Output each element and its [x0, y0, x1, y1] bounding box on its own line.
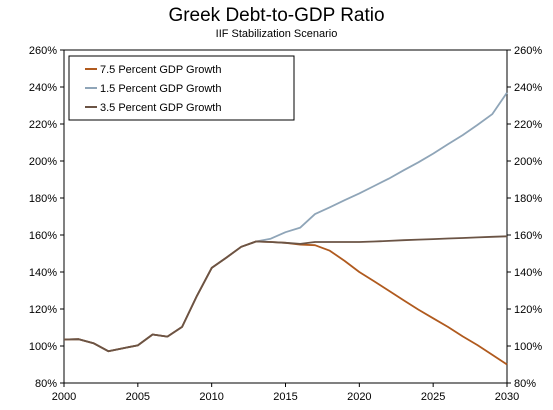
y-axis-tick-label-right: 80%	[514, 378, 536, 390]
x-axis-tick-label: 2020	[347, 391, 371, 403]
x-axis-tick-label: 2010	[199, 391, 223, 403]
y-axis-tick-label-right: 200%	[514, 156, 542, 168]
y-axis-tick-label-right: 100%	[514, 341, 542, 353]
x-axis-tick-label: 2025	[421, 391, 445, 403]
legend-box	[68, 55, 295, 121]
chart-title: Greek Debt-to-GDP Ratio	[168, 5, 385, 26]
y-axis-tick-label-right: 240%	[514, 82, 542, 94]
y-axis-tick-label-left: 220%	[29, 119, 57, 131]
y-axis-tick-label-right: 140%	[514, 267, 542, 279]
chart-axes: 80% 80% 100% 100% 120% 120% 140% 140% 160% 160% 18…	[29, 45, 542, 403]
x-axis-tick-label: 2005	[126, 391, 150, 403]
y-axis-tick-label-left: 200%	[29, 156, 57, 168]
y-axis-tick-label-right: 180%	[514, 193, 542, 205]
y-axis-tick-label-right: 120%	[514, 304, 542, 316]
y-axis-tick-label-left: 100%	[29, 341, 57, 353]
y-axis-tick-label-left: 160%	[29, 230, 57, 242]
legend-label: 1.5 Percent GDP Growth	[100, 83, 221, 95]
y-axis-tick-label-left: 240%	[29, 82, 57, 94]
y-axis-tick-label-left: 260%	[29, 45, 57, 57]
y-axis-tick-label-right: 260%	[514, 45, 542, 57]
y-axis-tick-label-left: 120%	[29, 304, 57, 316]
x-axis-tick-label: 2000	[52, 391, 76, 403]
y-axis-tick-label-left: 80%	[35, 378, 57, 390]
legend-label: 3.5 Percent GDP Growth	[100, 102, 221, 114]
series-line-1-5-percent-gdp-growth	[63, 92, 508, 353]
y-axis-tick-label-left: 180%	[29, 193, 57, 205]
series-line-3-5-percent-gdp-growth	[63, 235, 508, 353]
legend-label: 7.5 Percent GDP Growth	[100, 64, 221, 76]
y-axis-tick-label-left: 140%	[29, 267, 57, 279]
chart-subtitle: IIF Stabilization Scenario	[215, 28, 338, 40]
chart-legend: 7.5 Percent GDP Growth 1.5 Percent GDP Gr…	[68, 55, 295, 121]
chart-series	[63, 92, 508, 366]
x-axis-tick-label: 2015	[273, 391, 297, 403]
x-axis-tick-label: 2030	[495, 391, 519, 403]
y-axis-tick-label-right: 220%	[514, 119, 542, 131]
y-axis-tick-label-right: 160%	[514, 230, 542, 242]
